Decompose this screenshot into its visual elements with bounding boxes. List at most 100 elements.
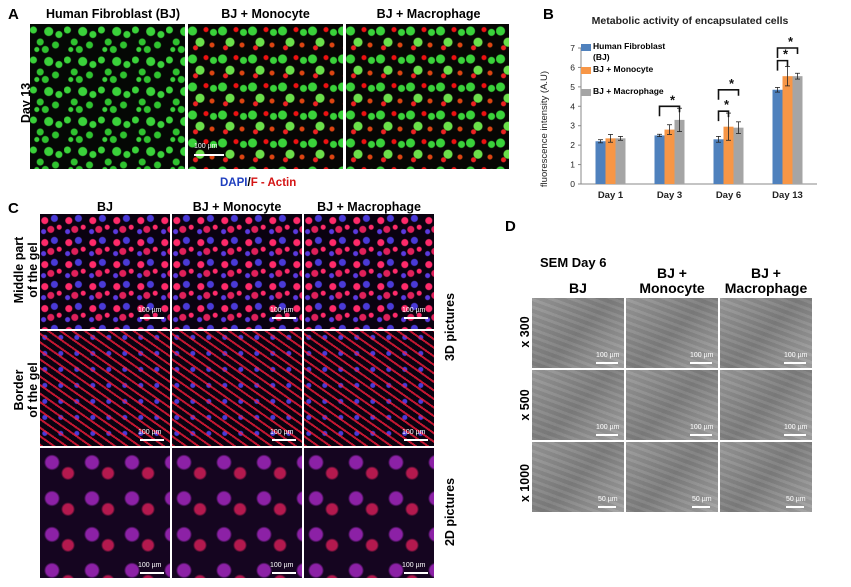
panel-c-header-macrophage: BJ + Macrophage (317, 200, 421, 214)
scale-bar (404, 439, 428, 441)
panel-c-row-middle: Middle part of the gel (12, 230, 40, 310)
panel-c-header-bj: BJ (97, 200, 113, 214)
sem-header-macrophage: BJ + Macrophage (720, 266, 812, 296)
x-tick-label: Day 13 (772, 190, 803, 201)
scale-bar (598, 506, 616, 508)
scale-text: 100 µm (784, 352, 808, 359)
scale-text: 100 µm (402, 429, 426, 436)
sem-bj-x500: 100 µm (532, 370, 624, 440)
scale-text: 50 µm (692, 496, 712, 503)
side-label-3d: 3D pictures (443, 292, 457, 362)
scale-text: 100 µm (402, 307, 426, 314)
sem-monocyte-x300: 100 µm (626, 298, 718, 368)
scale-text: 100 µm (784, 424, 808, 431)
y-tick-label: 4 (570, 101, 575, 111)
legend-label-bj: Human Fibroblast (BJ) (593, 41, 666, 62)
micrograph-c-border-bj: 100 µm (40, 331, 170, 446)
bar (615, 138, 626, 184)
actin-label: F - Actin (250, 177, 297, 189)
sem-row-x300: x 300 (518, 316, 532, 348)
bar (723, 126, 734, 184)
metabolic-activity-chart: Metabolic activity of encapsulated cells… (539, 15, 817, 201)
sem-bj-x300: 100 µm (532, 298, 624, 368)
sem-header-monocyte-line1: BJ + (657, 265, 687, 281)
sem-monocyte-x500: 100 µm (626, 370, 718, 440)
bar (713, 139, 724, 184)
x-tick-label: Day 1 (598, 190, 624, 201)
y-tick-label: 5 (570, 82, 575, 92)
panel-label-d: D (505, 218, 516, 235)
legend-swatch-bj (581, 44, 591, 51)
sem-macrophage-x300: 100 µm (720, 298, 812, 368)
bar (595, 141, 606, 184)
scale-bar (596, 362, 618, 364)
scale-bar (404, 572, 428, 574)
scale-text: 100 µm (596, 352, 620, 359)
dapi-label: DAPI (220, 177, 248, 189)
bar (605, 138, 616, 184)
significance-star: * (670, 92, 676, 107)
y-tick-label: 0 (570, 179, 575, 189)
y-tick-label: 6 (570, 62, 575, 72)
y-tick-label: 7 (570, 43, 575, 53)
legend-label-monocyte: BJ + Monocyte (593, 64, 654, 74)
scale-text: 100 µm (138, 429, 162, 436)
y-tick-label: 3 (570, 121, 575, 131)
row-middle-line1: Middle part (12, 236, 26, 304)
scale-text: 100 µm (270, 307, 294, 314)
row-border-line1: Border (12, 369, 26, 411)
bar (654, 135, 665, 184)
scale-text: 100 µm (402, 562, 426, 569)
scale-text: 100 µm (138, 562, 162, 569)
micrograph-c-border-macrophage: 100 µm (304, 331, 434, 446)
chart-y-axis-label: fluorescence intensity (A.U) (539, 71, 550, 187)
significance-bracket (658, 105, 681, 117)
scale-bar (140, 439, 164, 441)
y-tick-label: 2 (570, 140, 575, 150)
scale-text: 100 µm (690, 424, 714, 431)
sem-title: SEM Day 6 (540, 255, 607, 270)
legend-swatch-macrophage (581, 89, 591, 96)
x-tick-label: Day 6 (716, 190, 741, 201)
micrograph-c-middle-macrophage: 100 µm (304, 214, 434, 329)
scale-text: 100 µm (138, 307, 162, 314)
sem-header-bj-line1: BJ (569, 280, 587, 296)
scale-text: 100 µm (270, 429, 294, 436)
scale-bar (194, 154, 224, 156)
scale-text: 100 µm (270, 562, 294, 569)
significance-star: * (783, 47, 789, 62)
micrograph-c-2d-macrophage: 100 µm (304, 448, 434, 578)
scale-bar (404, 317, 428, 319)
bar (782, 76, 793, 184)
micrograph-a-macrophage (346, 24, 509, 169)
sem-macrophage-x500: 100 µm (720, 370, 812, 440)
micrograph-a-bj (30, 24, 185, 169)
sem-header-monocyte: BJ + Monocyte (626, 266, 718, 296)
scale-bar (140, 572, 164, 574)
significance-star: * (729, 76, 735, 91)
sem-monocyte-x1000: 50 µm (626, 442, 718, 512)
panel-a-header-bj: Human Fibroblast (BJ) (45, 7, 181, 21)
sem-header-macrophage-line1: BJ + (751, 265, 781, 281)
micrograph-c-border-monocyte: 100 µm (172, 331, 302, 446)
legend-label-macrophage: BJ + Macrophage (593, 86, 664, 96)
side-label-2d: 2D pictures (443, 477, 457, 547)
scale-bar (692, 506, 710, 508)
scale-bar (272, 439, 296, 441)
row-border-line2: of the gel (26, 362, 40, 418)
bar (772, 89, 783, 184)
sem-bj-x1000: 50 µm (532, 442, 624, 512)
scale-text: 100 µm (194, 143, 218, 150)
sem-header-bj: BJ (532, 281, 624, 296)
panel-c-row-border: Border of the gel (12, 350, 40, 430)
micrograph-c-2d-monocyte: 100 µm (172, 448, 302, 578)
sem-header-macrophage-line2: Macrophage (724, 280, 808, 296)
micrograph-c-middle-bj: 100 µm (40, 214, 170, 329)
bar (674, 119, 685, 184)
sem-row-x1000: x 1000 (518, 463, 532, 503)
scale-bar (272, 317, 296, 319)
chart-title: Metabolic activity of encapsulated cells (592, 15, 789, 27)
significance-bracket (776, 59, 789, 71)
panel-label-c: C (8, 200, 19, 217)
bar (792, 76, 803, 184)
